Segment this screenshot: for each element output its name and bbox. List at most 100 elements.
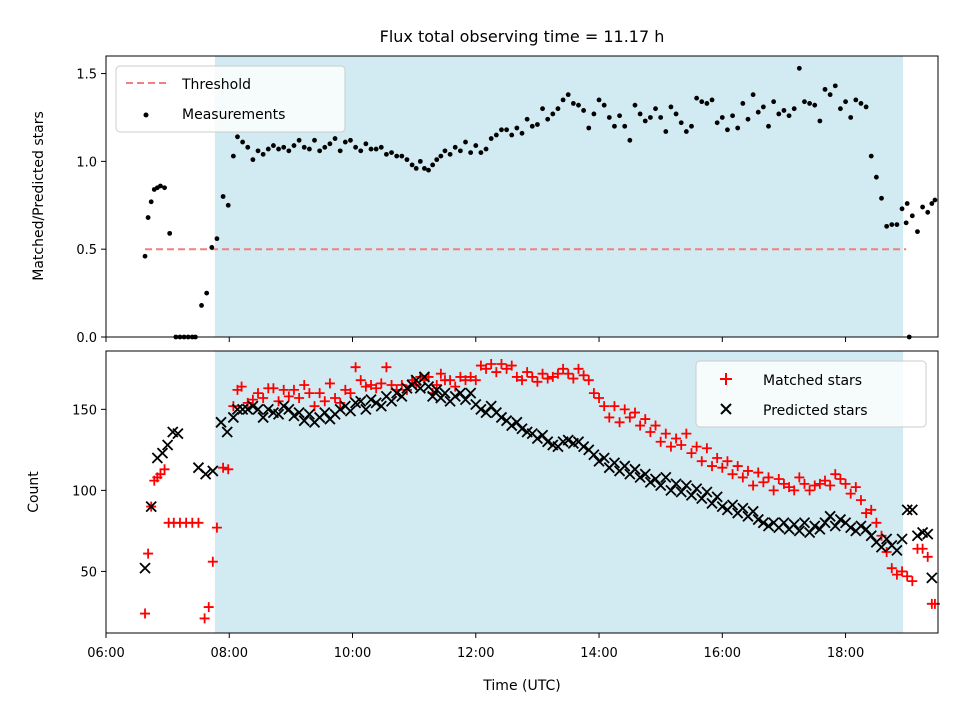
predicted-star-point (418, 371, 431, 383)
measurement-point (838, 106, 843, 112)
predicted-star-point (639, 468, 651, 480)
matched-star-point (299, 380, 310, 391)
predicted-star-point (845, 522, 857, 534)
measurement-point (209, 245, 215, 250)
matched-star-point (686, 448, 697, 459)
bottom-ylabel: Count (26, 471, 42, 513)
measurement-point (384, 151, 389, 157)
x-tick-label: 14:00 (580, 646, 617, 661)
measurement-point (363, 141, 369, 147)
matched-star-point (140, 608, 151, 619)
top-legend-box (115, 65, 346, 133)
measurement-point (286, 148, 292, 154)
measurement-point (555, 106, 561, 112)
matched-star-point (294, 393, 305, 403)
predicted-star-point (716, 500, 728, 513)
matched-star-point (465, 371, 476, 382)
matched-star-point (558, 363, 569, 374)
measurement-point (158, 183, 163, 189)
matched-star-point (691, 441, 702, 452)
measurement-point (642, 118, 648, 124)
matched-star-point (268, 383, 279, 394)
measurement-point (348, 137, 353, 143)
matched-star-point (891, 569, 902, 580)
matched-star-point (242, 397, 253, 408)
predicted-star-point (881, 533, 893, 545)
matched-star-point (701, 443, 712, 454)
matched-star-point (143, 548, 154, 559)
predicted-star-point (431, 384, 443, 396)
measurement-point (719, 115, 725, 120)
matched-star-point (742, 465, 753, 476)
matched-star-point (207, 556, 218, 567)
matched-star-point (376, 378, 387, 389)
x-tick-label: 12:00 (457, 646, 494, 661)
measurement-point (730, 113, 735, 119)
measurement-point (627, 137, 633, 143)
measurement-point (332, 136, 338, 141)
predicted-star-point (747, 505, 759, 518)
measurement-point (663, 129, 669, 134)
matched-star-point (804, 485, 815, 496)
measurement-point (791, 106, 797, 112)
predicted-star-point (690, 483, 703, 495)
measurement-point (255, 148, 261, 154)
matched-star-point (340, 384, 351, 395)
matched-star-point (211, 522, 222, 533)
predicted-star-point (396, 390, 408, 403)
matched-star-point (640, 414, 651, 425)
measurement-point (342, 139, 348, 145)
matched-star-point (825, 480, 836, 491)
predicted-star-point (711, 491, 723, 503)
matched-star-point (199, 613, 210, 624)
predicted-star-point (516, 423, 528, 435)
matched-star-point (371, 383, 382, 394)
matched-star-point (650, 420, 661, 431)
matched-star-point (350, 362, 361, 373)
measurement-point (694, 95, 700, 101)
predicted-star-point (696, 492, 708, 505)
matched-star-point (573, 363, 584, 374)
measurement-point (647, 115, 653, 120)
measurement-point (220, 194, 226, 199)
matched-star-point (599, 401, 610, 412)
matched-star-point (330, 393, 341, 403)
predicted-star-point (401, 382, 413, 394)
predicted-star-point (511, 416, 523, 428)
matched-star-point (737, 472, 748, 483)
matched-star-point (784, 482, 795, 493)
predicted-star-point (344, 405, 357, 417)
matched-star-point (223, 464, 234, 475)
measurement-point (812, 102, 818, 108)
measurement-point (417, 158, 423, 164)
measurement-point (353, 144, 358, 150)
measurement-point (162, 185, 167, 191)
predicted-star-point (562, 434, 574, 446)
measurement-point (873, 174, 879, 180)
predicted-star-point (199, 468, 212, 480)
predicted-star-point (901, 504, 913, 516)
predicted-star-point (227, 411, 240, 424)
predicted-star-point (685, 489, 698, 501)
measurement-point (317, 148, 323, 154)
matched-star-point (431, 380, 442, 391)
matched-star-point (732, 461, 743, 472)
predicted-star-point (803, 526, 816, 539)
measurement-point (422, 166, 427, 171)
matched-star-point (481, 363, 492, 374)
matched-star-point (360, 381, 371, 392)
measurement-point (235, 134, 240, 140)
top-ylabel: Matched/Predicted stars (31, 111, 47, 281)
matched-star-point (193, 517, 204, 528)
matched-star-point (203, 602, 214, 613)
measurement-point (426, 167, 431, 173)
measurement-point (786, 113, 792, 119)
matched-legend-label: Matched stars (763, 373, 862, 389)
predicted-star-point (485, 400, 497, 412)
measurement-point (245, 144, 251, 150)
predicted-star-point (737, 502, 749, 514)
predicted-stars-points (139, 371, 938, 584)
predicted-star-point (824, 510, 836, 522)
predicted-star-point (334, 403, 346, 415)
